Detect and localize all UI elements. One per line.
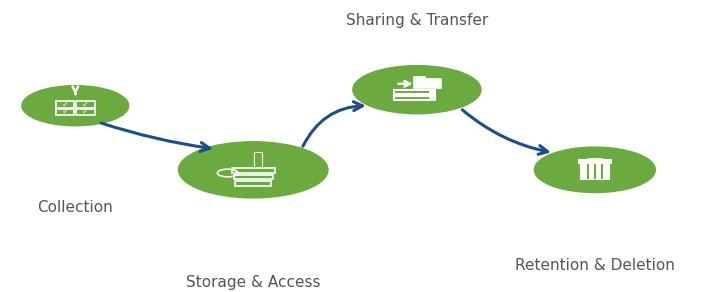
Text: ✓: ✓ — [82, 100, 89, 109]
Circle shape — [534, 147, 655, 192]
Circle shape — [179, 142, 328, 198]
Text: ✓: ✓ — [61, 107, 68, 116]
Text: Storage & Access: Storage & Access — [186, 274, 320, 290]
Text: Sharing & Transfer: Sharing & Transfer — [346, 13, 488, 28]
Circle shape — [22, 86, 129, 126]
FancyBboxPatch shape — [580, 164, 609, 179]
Text: ⧗: ⧗ — [252, 151, 263, 169]
Text: ✓: ✓ — [61, 100, 68, 109]
Circle shape — [353, 66, 481, 114]
Text: ✓: ✓ — [82, 107, 89, 116]
FancyBboxPatch shape — [414, 77, 426, 79]
FancyBboxPatch shape — [414, 79, 441, 88]
Text: Retention & Deletion: Retention & Deletion — [515, 258, 675, 274]
FancyBboxPatch shape — [579, 160, 611, 164]
Text: Collection: Collection — [37, 200, 113, 215]
